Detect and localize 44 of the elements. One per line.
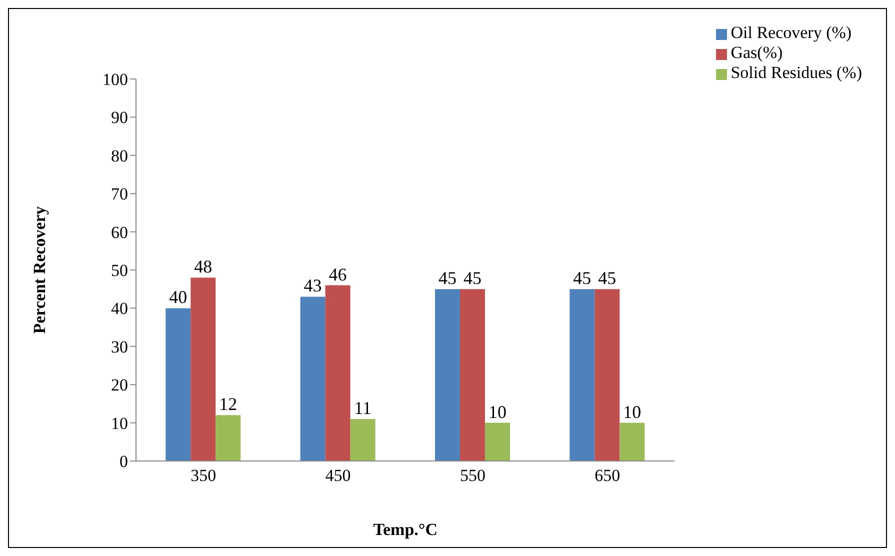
- bar: [350, 418, 376, 461]
- bar: [620, 422, 645, 461]
- bar: [216, 415, 241, 461]
- data-label: 40: [169, 287, 188, 308]
- y-tick-label: 50: [111, 261, 128, 280]
- y-tick-label: 40: [111, 299, 128, 318]
- bar: [594, 289, 620, 461]
- y-tick-label: 60: [111, 222, 128, 242]
- x-tick-label: 350: [190, 466, 216, 486]
- legend-label: Gas(%): [730, 43, 783, 62]
- data-label: 43: [304, 276, 322, 296]
- data-label: 12: [219, 394, 238, 414]
- bar: [300, 296, 326, 461]
- data-label: 46: [328, 264, 347, 284]
- x-tick-label: 450: [325, 466, 351, 486]
- y-tick-label: 70: [111, 184, 128, 204]
- x-tick-label: 650: [594, 466, 620, 486]
- data-label: 10: [488, 402, 506, 422]
- legend-label: Oil Recovery (%): [730, 23, 852, 42]
- data-label: 45: [573, 268, 592, 288]
- x-tick-label: 550: [460, 466, 486, 486]
- bar: [460, 289, 485, 461]
- y-tick-label: 10: [111, 414, 128, 433]
- y-axis-title: Percent Recovery: [30, 206, 50, 334]
- y-tick-label: 0: [120, 452, 128, 472]
- y-tick-label: 30: [111, 337, 128, 356]
- bar: [434, 289, 460, 461]
- bar: [484, 422, 510, 461]
- y-tick-label: 20: [111, 376, 128, 395]
- x-axis-title: Temp.°C: [373, 520, 438, 539]
- data-label: 45: [463, 268, 482, 288]
- data-label: 48: [194, 256, 212, 277]
- y-tick-label: 80: [111, 146, 128, 166]
- y-tick-label: 90: [111, 108, 128, 128]
- bar: [166, 308, 191, 461]
- bar: [570, 289, 595, 461]
- data-label: 10: [623, 402, 642, 422]
- data-label: 45: [438, 268, 456, 288]
- y-tick-label: 100: [102, 70, 128, 90]
- bar: [325, 285, 350, 461]
- data-label: 45: [598, 268, 616, 288]
- legend-label: Solid Residues (%): [730, 63, 862, 82]
- bar: [190, 278, 216, 461]
- data-label: 11: [354, 398, 372, 418]
